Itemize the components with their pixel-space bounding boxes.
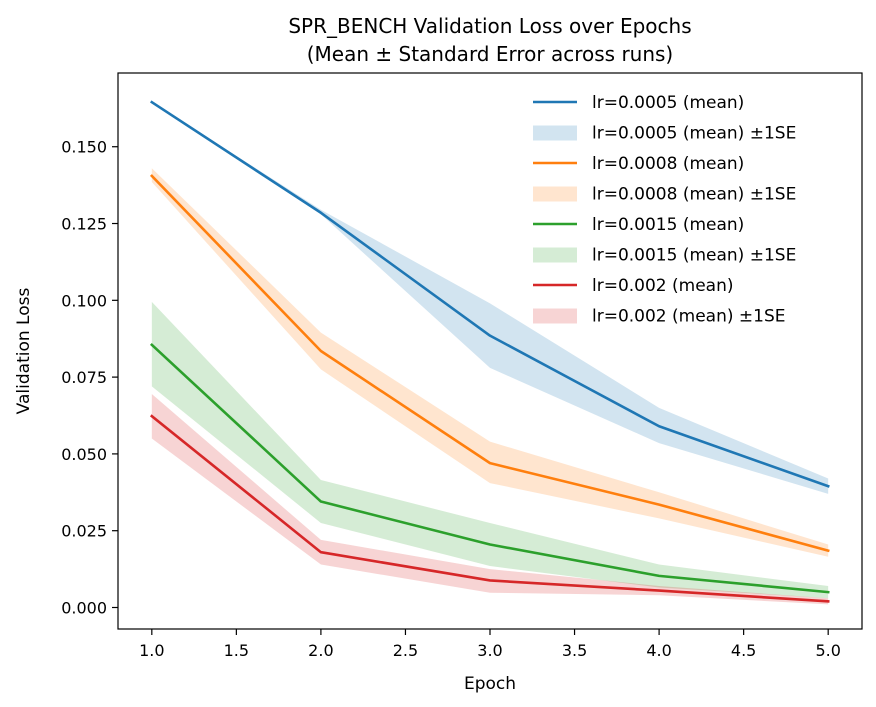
y-tick-label: 0.125 — [61, 215, 107, 234]
legend: lr=0.0005 (mean) lr=0.0005 (mean) ±1SE lr=… — [533, 93, 796, 327]
chart-title-line1: SPR_BENCH Validation Loss over Epochs — [288, 14, 691, 38]
x-tick-label: 3.0 — [477, 641, 502, 660]
legend-label-mean-2: lr=0.0008 (mean) — [592, 154, 744, 174]
legend-label-mean-1: lr=0.0005 (mean) — [592, 93, 744, 113]
y-axis-ticks: 0.000 0.025 0.050 0.075 0.100 0.125 0.150 — [61, 138, 118, 617]
legend-label-band-3: lr=0.0015 (mean) ±1SE — [592, 246, 796, 266]
x-tick-label: 1.5 — [224, 641, 249, 660]
legend-label-band-1: lr=0.0005 (mean) ±1SE — [592, 124, 796, 144]
band-series-1 — [151, 102, 829, 494]
line-series-2 — [149, 174, 830, 553]
band-series-3 — [151, 301, 829, 599]
y-tick-label: 0.050 — [61, 445, 107, 464]
line-series-3 — [149, 343, 830, 594]
y-tick-label: 0.075 — [61, 368, 107, 387]
y-tick-label: 0.150 — [61, 138, 107, 157]
legend-band-swatch-1 — [533, 125, 577, 141]
legend-band-swatch-2 — [533, 186, 577, 202]
y-axis-label: Validation Loss — [14, 288, 34, 415]
legend-band-swatch-4 — [533, 308, 577, 324]
series-lines — [149, 100, 830, 603]
legend-label-band-4: lr=0.002 (mean) ±1SE — [592, 307, 786, 327]
x-tick-label: 3.5 — [562, 641, 587, 660]
line-series-1 — [150, 100, 830, 488]
band-series-2 — [151, 168, 829, 557]
x-axis-ticks: 1.0 1.5 2.0 2.5 3.0 3.5 4.0 4.5 5.0 — [139, 629, 841, 660]
x-tick-label: 1.0 — [139, 641, 164, 660]
chart-title-line2: (Mean ± Standard Error across runs) — [307, 42, 673, 66]
x-tick-label: 5.0 — [815, 641, 840, 660]
legend-label-mean-4: lr=0.002 (mean) — [592, 276, 734, 296]
x-tick-label: 2.5 — [393, 641, 418, 660]
legend-label-band-2: lr=0.0008 (mean) ±1SE — [592, 185, 796, 205]
y-tick-label: 0.025 — [61, 522, 107, 541]
legend-band-swatch-3 — [533, 247, 577, 263]
x-axis-label: Epoch — [464, 674, 516, 694]
x-tick-label: 4.0 — [646, 641, 671, 660]
x-tick-label: 4.5 — [731, 641, 756, 660]
line-series-4 — [149, 414, 830, 603]
legend-label-mean-3: lr=0.0015 (mean) — [592, 215, 744, 235]
y-tick-label: 0.000 — [61, 598, 107, 617]
y-tick-label: 0.100 — [61, 291, 107, 310]
x-tick-label: 2.0 — [308, 641, 333, 660]
